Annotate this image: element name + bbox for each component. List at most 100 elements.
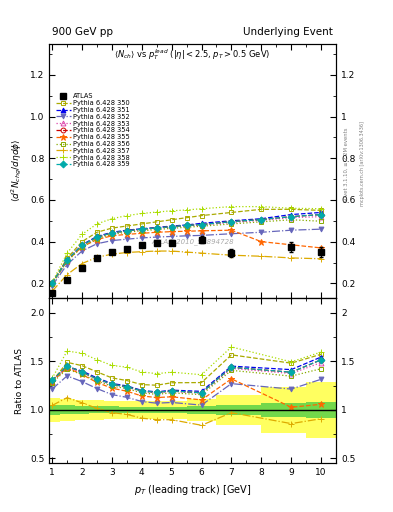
Pythia 6.428 351 xyxy=(229,218,234,224)
Pythia 6.428 353 xyxy=(80,243,84,249)
Pythia 6.428 353 xyxy=(319,214,323,220)
Y-axis label: Ratio to ATLAS: Ratio to ATLAS xyxy=(15,348,24,414)
Pythia 6.428 350 xyxy=(110,225,114,231)
Pythia 6.428 354 xyxy=(259,217,264,223)
Pythia 6.428 357 xyxy=(50,288,55,294)
Pythia 6.428 358 xyxy=(80,231,84,238)
Pythia 6.428 359 xyxy=(65,257,70,263)
Pythia 6.428 357 xyxy=(65,271,70,278)
Text: mcplots.cern.ch [arXiv:1306.3436]: mcplots.cern.ch [arXiv:1306.3436] xyxy=(360,121,365,206)
Pythia 6.428 356 xyxy=(154,226,159,232)
Pythia 6.428 354 xyxy=(169,224,174,230)
Pythia 6.428 355 xyxy=(50,280,55,286)
Pythia 6.428 355 xyxy=(259,239,264,245)
Pythia 6.428 356 xyxy=(169,225,174,231)
Pythia 6.428 350 xyxy=(80,239,84,245)
Pythia 6.428 357 xyxy=(259,253,264,259)
Pythia 6.428 357 xyxy=(184,249,189,255)
Pythia 6.428 350 xyxy=(65,255,70,262)
Pythia 6.428 353 xyxy=(169,224,174,230)
Pythia 6.428 352 xyxy=(140,235,144,241)
Pythia 6.428 351 xyxy=(154,224,159,230)
Pythia 6.428 356 xyxy=(140,228,144,234)
Pythia 6.428 354 xyxy=(125,228,129,234)
Pythia 6.428 351 xyxy=(199,220,204,226)
Pythia 6.428 350 xyxy=(319,207,323,214)
Pythia 6.428 353 xyxy=(184,223,189,229)
Pythia 6.428 350 xyxy=(184,215,189,221)
Line: Pythia 6.428 350: Pythia 6.428 350 xyxy=(50,207,323,286)
Pythia 6.428 356 xyxy=(289,217,294,223)
Pythia 6.428 357 xyxy=(125,249,129,255)
Pythia 6.428 356 xyxy=(50,281,55,287)
Pythia 6.428 355 xyxy=(65,258,70,264)
Pythia 6.428 356 xyxy=(199,223,204,229)
Pythia 6.428 357 xyxy=(319,255,323,262)
Pythia 6.428 359 xyxy=(140,226,144,232)
Line: Pythia 6.428 358: Pythia 6.428 358 xyxy=(49,203,325,286)
Pythia 6.428 353 xyxy=(154,225,159,231)
Pythia 6.428 357 xyxy=(140,249,144,255)
Pythia 6.428 350 xyxy=(140,221,144,227)
Pythia 6.428 355 xyxy=(199,228,204,234)
Pythia 6.428 350 xyxy=(169,217,174,223)
Pythia 6.428 350 xyxy=(154,219,159,225)
Pythia 6.428 350 xyxy=(50,280,55,286)
Pythia 6.428 359 xyxy=(95,234,99,240)
Pythia 6.428 358 xyxy=(289,205,294,211)
Pythia 6.428 354 xyxy=(289,214,294,220)
Pythia 6.428 359 xyxy=(289,214,294,220)
Pythia 6.428 358 xyxy=(110,216,114,222)
Pythia 6.428 357 xyxy=(289,255,294,261)
Pythia 6.428 355 xyxy=(110,233,114,239)
Pythia 6.428 351 xyxy=(169,223,174,229)
Pythia 6.428 357 xyxy=(80,261,84,267)
Line: Pythia 6.428 355: Pythia 6.428 355 xyxy=(49,227,325,287)
Pythia 6.428 354 xyxy=(80,242,84,248)
Text: Underlying Event: Underlying Event xyxy=(243,27,333,37)
Pythia 6.428 355 xyxy=(154,229,159,236)
Pythia 6.428 352 xyxy=(65,262,70,268)
Pythia 6.428 358 xyxy=(229,204,234,210)
Pythia 6.428 352 xyxy=(289,227,294,233)
Pythia 6.428 358 xyxy=(319,206,323,212)
Pythia 6.428 352 xyxy=(199,232,204,239)
Line: Pythia 6.428 351: Pythia 6.428 351 xyxy=(50,210,323,286)
Pythia 6.428 352 xyxy=(80,248,84,254)
Text: ATLAS_2010_S8894728: ATLAS_2010_S8894728 xyxy=(151,239,234,245)
Pythia 6.428 354 xyxy=(50,280,55,286)
Line: Pythia 6.428 352: Pythia 6.428 352 xyxy=(50,227,323,288)
Pythia 6.428 356 xyxy=(259,219,264,225)
Legend: ATLAS, Pythia 6.428 350, Pythia 6.428 351, Pythia 6.428 352, Pythia 6.428 353, P: ATLAS, Pythia 6.428 350, Pythia 6.428 35… xyxy=(53,91,132,170)
Pythia 6.428 351 xyxy=(125,227,129,233)
Pythia 6.428 353 xyxy=(65,258,70,264)
Pythia 6.428 352 xyxy=(184,233,189,239)
Pythia 6.428 355 xyxy=(184,228,189,234)
Pythia 6.428 354 xyxy=(154,225,159,231)
Pythia 6.428 357 xyxy=(110,251,114,257)
Pythia 6.428 354 xyxy=(319,211,323,218)
Pythia 6.428 358 xyxy=(154,209,159,215)
Pythia 6.428 355 xyxy=(169,228,174,234)
Pythia 6.428 352 xyxy=(154,234,159,240)
Pythia 6.428 358 xyxy=(169,208,174,214)
Line: Pythia 6.428 354: Pythia 6.428 354 xyxy=(50,212,323,285)
Pythia 6.428 358 xyxy=(259,204,264,210)
Pythia 6.428 355 xyxy=(289,242,294,248)
Pythia 6.428 359 xyxy=(50,280,55,286)
Pythia 6.428 350 xyxy=(95,229,99,236)
Pythia 6.428 359 xyxy=(259,217,264,223)
Pythia 6.428 351 xyxy=(289,211,294,218)
Pythia 6.428 357 xyxy=(229,252,234,258)
Pythia 6.428 356 xyxy=(184,224,189,230)
Pythia 6.428 352 xyxy=(319,226,323,232)
Pythia 6.428 359 xyxy=(229,219,234,225)
Pythia 6.428 354 xyxy=(140,226,144,232)
Pythia 6.428 358 xyxy=(140,210,144,217)
Pythia 6.428 352 xyxy=(95,241,99,247)
Pythia 6.428 355 xyxy=(80,244,84,250)
Pythia 6.428 354 xyxy=(95,234,99,240)
Pythia 6.428 353 xyxy=(259,217,264,223)
Text: Rivet 3.1.10, ≥ 2.2M events: Rivet 3.1.10, ≥ 2.2M events xyxy=(344,127,349,201)
Pythia 6.428 358 xyxy=(125,212,129,219)
